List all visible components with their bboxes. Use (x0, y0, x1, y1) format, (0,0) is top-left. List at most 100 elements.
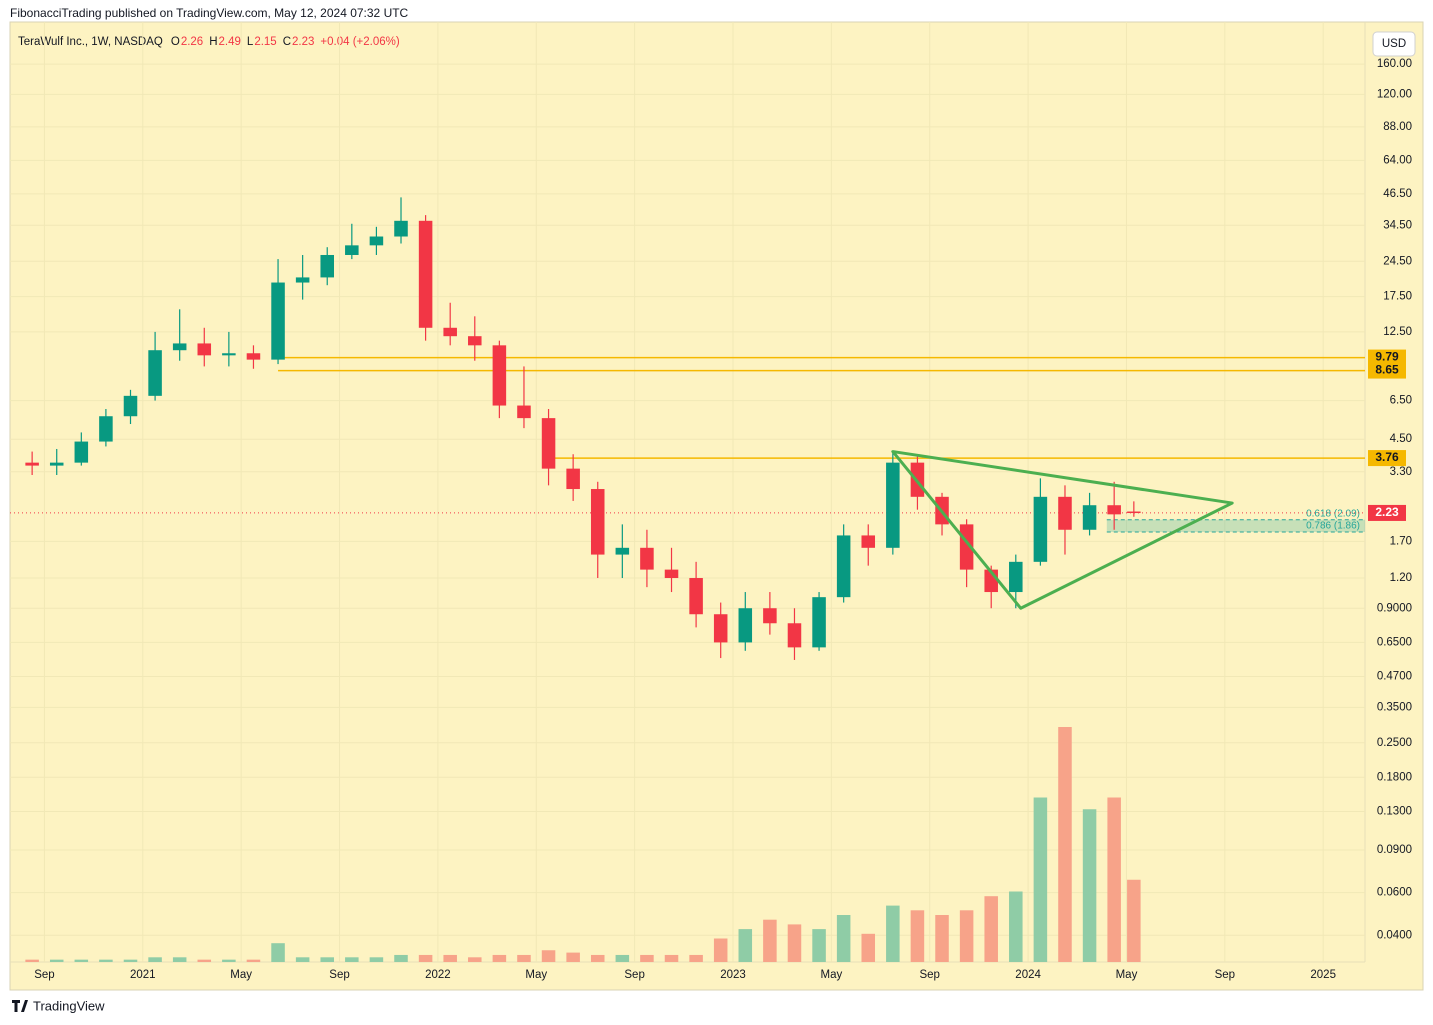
volume-bar (615, 954, 630, 962)
volume-bar (1033, 797, 1048, 962)
y-tick-label: 120.00 (1377, 88, 1412, 100)
y-tick-label: 0.3500 (1377, 701, 1412, 713)
volume-bar (640, 954, 654, 962)
volume-bar (74, 959, 89, 962)
volume-bar (418, 954, 433, 962)
candle-body (1127, 511, 1141, 514)
candle-body (492, 345, 507, 406)
last-price-badge (1368, 504, 1406, 521)
y-tick-label: 6.50 (1390, 395, 1412, 407)
y-tick-label: 0.2500 (1377, 737, 1412, 749)
y-tick-label: 0.9000 (1377, 602, 1412, 614)
x-tick-label: Sep (329, 969, 349, 981)
candle-body (369, 236, 384, 246)
volume-bar (49, 959, 64, 962)
candle-body (148, 350, 162, 396)
candle-body (615, 547, 630, 555)
volume-bar (861, 933, 876, 962)
x-tick-label: Sep (624, 969, 644, 981)
volume-bar (763, 919, 777, 962)
legend-text: L (247, 36, 254, 48)
candle-body (320, 254, 334, 278)
x-tick-label: 2024 (1015, 969, 1041, 981)
y-tick-label: 1.70 (1390, 535, 1412, 547)
y-tick-label: 4.50 (1390, 433, 1412, 445)
y-tick-label: 0.0600 (1377, 887, 1412, 899)
candle-body (1082, 505, 1097, 530)
volume-bar (148, 957, 162, 962)
volume-bar (1082, 809, 1097, 962)
candle-body (246, 353, 261, 360)
footer-logo (12, 1000, 28, 1012)
candle-body (1107, 505, 1121, 515)
candle-body (345, 245, 359, 255)
candle-body (271, 282, 285, 360)
volume-bar (1058, 727, 1072, 962)
candle-body (74, 441, 89, 463)
volume-bar (910, 910, 925, 962)
candle-body (590, 489, 605, 555)
x-tick-label: Sep (919, 969, 939, 981)
volume-bar (1127, 879, 1141, 962)
symbol-legend: TeraWulf Inc., 1W, NASDAQ O 2.26 H 2.49 L 2.15… (18, 36, 400, 48)
legend-text: C (283, 36, 291, 48)
volume-bar (713, 938, 728, 962)
currency-label: USD (1382, 38, 1406, 50)
volume-bar (541, 950, 556, 962)
legend-text: H (209, 36, 217, 48)
x-tick-label: May (820, 969, 842, 981)
x-tick-label: 2021 (130, 969, 156, 981)
candle-body (394, 220, 408, 237)
legend-text: +0.04 (+2.06%) (320, 36, 399, 48)
triangle-pattern (891, 450, 1234, 610)
publisher-line: FibonacciTrading published on TradingVie… (10, 6, 409, 20)
y-tick-label: 0.6500 (1377, 636, 1412, 648)
x-tick-label: Sep (1215, 969, 1235, 981)
candle-body (541, 418, 556, 469)
candle-body (1033, 496, 1048, 562)
candle-body (295, 277, 310, 283)
x-tick-label: May (230, 969, 252, 981)
candle-body (25, 462, 39, 466)
volume-bar (566, 952, 580, 962)
level-badge (1368, 450, 1406, 467)
x-tick-label: May (1116, 969, 1138, 981)
y-tick-label: 0.1300 (1377, 805, 1412, 817)
volume-bar (886, 905, 900, 962)
y-tick-label: 34.50 (1383, 219, 1412, 231)
fib-zone (1106, 519, 1365, 532)
x-tick-label: 2025 (1310, 969, 1336, 981)
volume-bar (492, 954, 507, 962)
footer-brand: TradingView (33, 998, 105, 1013)
volume-bar (517, 954, 531, 962)
volume-bar (468, 957, 482, 962)
volume-bar (787, 924, 802, 962)
fib-label: 0.786 (1.86) (1306, 521, 1360, 532)
legend-text: 2.15 (254, 36, 276, 48)
candle-body (443, 327, 457, 337)
volume-bar (689, 954, 703, 962)
candle-body (640, 547, 654, 570)
volume-bar (738, 929, 753, 962)
legend-text: TeraWulf Inc., 1W, NASDAQ (18, 36, 163, 48)
y-tick-label: 12.50 (1383, 326, 1412, 338)
y-tick-label: 0.0900 (1377, 844, 1412, 856)
candle-body (836, 535, 851, 598)
candle-body (1058, 496, 1072, 530)
candle-body (418, 220, 433, 328)
x-tick-label: 2023 (720, 969, 746, 981)
candle-body (468, 336, 482, 346)
volume-bar (295, 957, 310, 962)
y-tick-label: 46.50 (1383, 188, 1412, 200)
candle-body (886, 462, 900, 548)
candle-body (49, 462, 64, 466)
y-tick-label: 0.0400 (1377, 929, 1412, 941)
candle-body (222, 353, 236, 356)
y-tick-label: 17.50 (1383, 291, 1412, 303)
candle-body (517, 405, 531, 419)
volume-bar (99, 959, 113, 962)
legend-text: 2.23 (292, 36, 314, 48)
currency-button[interactable] (1372, 31, 1416, 57)
candle-body (123, 395, 138, 417)
level-badge (1368, 349, 1406, 366)
